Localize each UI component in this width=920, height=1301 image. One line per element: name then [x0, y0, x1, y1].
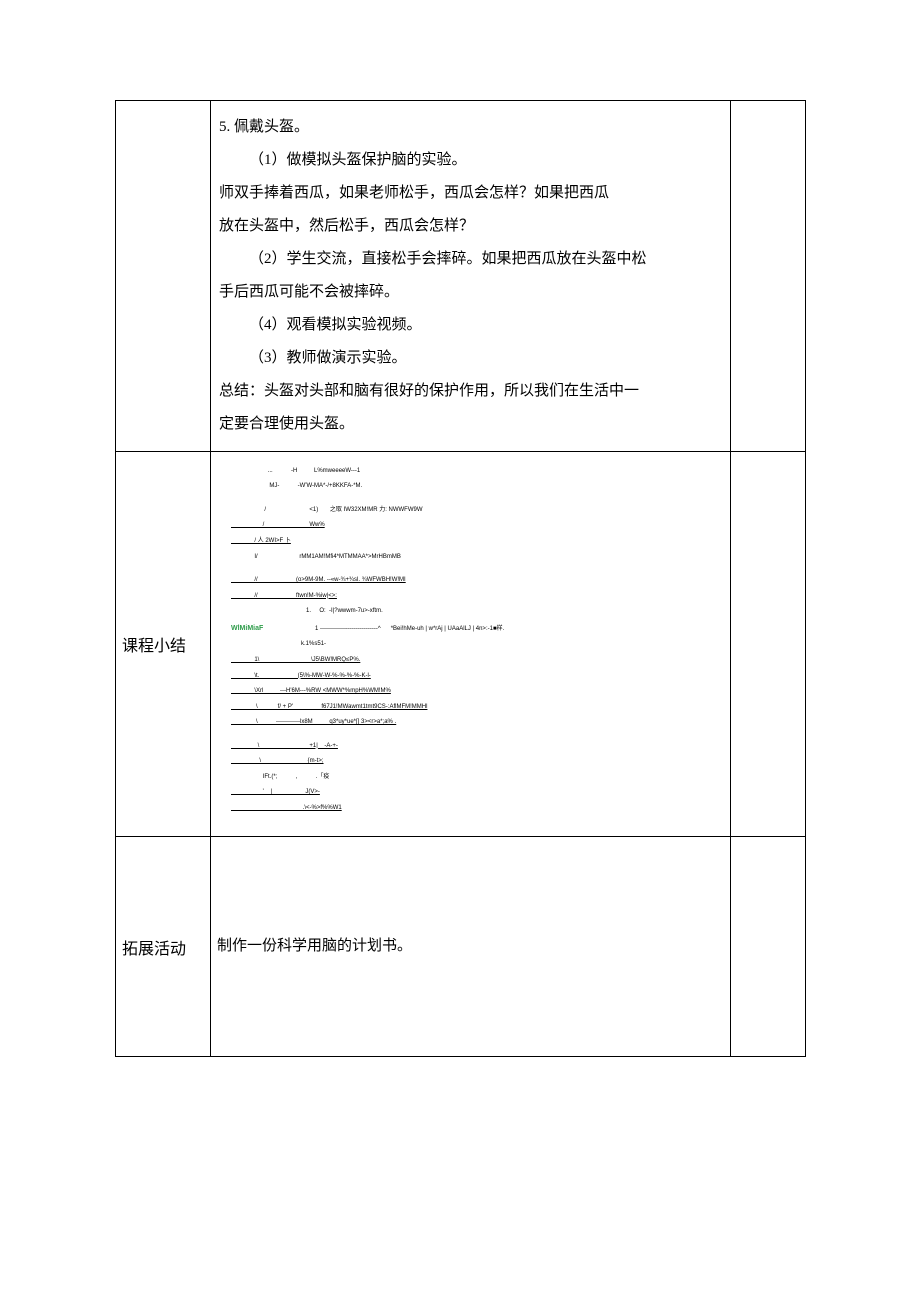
diag-line: ' | J(V>- [231, 789, 710, 797]
row2-right-cell [731, 452, 806, 837]
diag-line: MJ- -W'W-MA*-/+8KKFA-*M. [231, 483, 710, 491]
row1-label-cell [116, 101, 211, 452]
row3-content: 制作一份科学用脑的计划书。 [217, 938, 412, 954]
row3-label: 拓展活动 [122, 941, 186, 958]
row2-content-cell: ... -H L%mweeeeW---1 MJ- -W'W-MA*-/+8KKF… [211, 452, 731, 837]
line-1: （1）做模拟头盔保护脑的实验。 [219, 144, 722, 177]
diag-line: \t. (5\%-MW-W-%-%-%-%-K-l- [231, 673, 710, 681]
diag-line: 1\ \J5\BW!MRQ≤P%. [231, 657, 710, 665]
row2-label: 课程小结 [122, 638, 186, 655]
line-6: （4）观看模拟实验视频。 [219, 309, 722, 342]
diag-line: / <1) 之取 IW32XM!MR 力: NWWFW9W [231, 507, 710, 515]
line-2: 师双手捧着西瓜，如果老师松手，西瓜会怎样？如果把西瓜 [219, 177, 722, 210]
diag-line: .\<-%>f%%W1 [231, 805, 710, 813]
diag-line: I/ rMM1AM!Mfi4*MTMMAA*>MrHBmMB [231, 554, 710, 562]
diag-line: \ f/ + P' f67J1!MWawmt1tmt9CS-:AflMFM!MM… [231, 704, 710, 712]
extension-row: 拓展活动 制作一份科学用脑的计划书。 [116, 837, 806, 1057]
line-4: （2）学生交流，直接松手会摔碎。如果把西瓜放在头盔中松 [219, 243, 722, 276]
diag-line: IFt.(*; , .「疫 [231, 774, 710, 782]
line-8: 总结：头盔对头部和脑有很好的保护作用，所以我们在生活中一 [219, 375, 722, 408]
line-9: 定要合理使用头盔。 [219, 408, 722, 441]
line-7: （3）教师做演示实验。 [219, 342, 722, 375]
diag-line: \ ------------lx8M q3*uy*ue*[] 3><r>a*;a… [231, 719, 710, 727]
diag-line-11: 1 -----------------------------^ *Bei!hM… [263, 626, 504, 632]
diag-line: / 人 2WI>F 卜 [231, 538, 710, 546]
row3-label-cell: 拓展活动 [116, 837, 211, 1057]
lesson-plan-table: 5. 佩戴头盔。 （1）做模拟头盔保护脑的实验。 师双手捧着西瓜，如果老师松手，… [115, 100, 806, 1057]
row1-right-cell [731, 101, 806, 452]
row1-content-cell: 5. 佩戴头盔。 （1）做模拟头盔保护脑的实验。 师双手捧着西瓜，如果老师松手，… [211, 101, 731, 452]
diag-line: ... -H L%mweeeeW---1 [231, 468, 710, 476]
line-5: 手后西瓜可能不会被摔碎。 [219, 276, 722, 309]
row3-content-cell: 制作一份科学用脑的计划书。 [211, 837, 731, 1057]
diag-line: / Ww% [231, 522, 710, 530]
diag-line: // (o>9M-9M. --«w-¾+¾sl. ¾WFWBH!W!MI [231, 577, 710, 585]
summary-row: 课程小结 ... -H L%mweeeeW---1 MJ- -W'W-MA*-/… [116, 452, 806, 837]
diag-line: \ +1| -A-+- [231, 743, 710, 751]
diag-line: \ {m-t>; [231, 758, 710, 766]
diag-line: k.1%s51- [231, 641, 710, 649]
diag-line: // ftwn!M-%iw|<>: [231, 593, 710, 601]
diagram-green-label: WlMiMiaF [231, 625, 263, 632]
row3-right-cell [731, 837, 806, 1057]
line-3: 放在头盔中，然后松手，西瓜会怎样？ [219, 210, 722, 243]
diag-line: 1. O: -I|?wwwm-7u>-xftm. [231, 608, 710, 616]
mind-map-diagram: ... -H L%mweeeeW---1 MJ- -W'W-MA*-/+8KKF… [211, 452, 730, 836]
line-0: 5. 佩戴头盔。 [219, 111, 722, 144]
row2-label-cell: 课程小结 [116, 452, 211, 837]
diag-line: \Xrl ---H'6M---%RW <MWW*%mpH%WM!M% [231, 688, 710, 696]
content-row-1: 5. 佩戴头盔。 （1）做模拟头盔保护脑的实验。 师双手捧着西瓜，如果老师松手，… [116, 101, 806, 452]
